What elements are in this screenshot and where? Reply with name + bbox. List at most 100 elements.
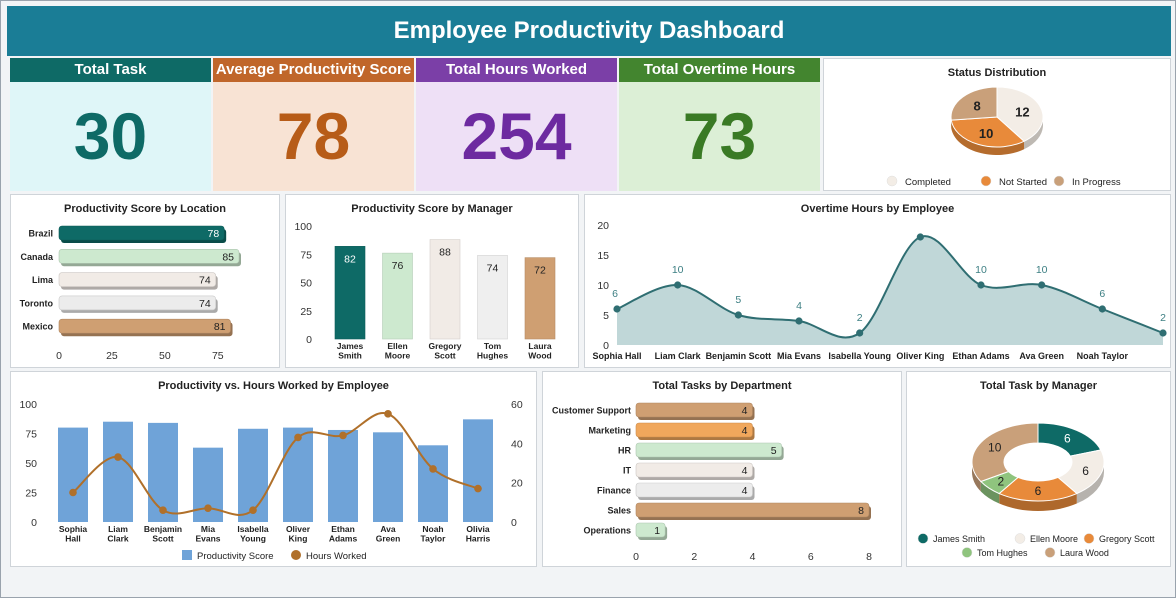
x-tick-label: Ethan Adams <box>952 351 1009 361</box>
pie-slice-side <box>951 120 1025 155</box>
bar <box>635 462 753 478</box>
x-tick-label: Tom <box>484 341 502 351</box>
pie-data-label: 8 <box>974 98 981 113</box>
data-point <box>339 431 347 440</box>
location-chart: 0 25 50 75 Brazil 78 Canada 85 Lima 74 Toronto 74 Me… <box>20 225 241 362</box>
data-point <box>474 484 482 493</box>
x-tick-label: 0 <box>56 350 62 362</box>
legend-label: Not Started <box>999 177 1047 188</box>
y2-tick-label: 0 <box>511 517 517 529</box>
x-tick-label: Oliver King <box>896 351 944 361</box>
data-point <box>734 311 742 319</box>
bar-data-label: 8 <box>858 505 864 517</box>
x-tick-label: 50 <box>159 350 171 362</box>
donut-slice-side <box>980 481 1000 504</box>
status-distribution-chart: 12 10 8 Completed Not Started In Progress <box>886 86 1121 188</box>
kpi-label: Average Productivity Score <box>213 58 414 82</box>
bar-data-label: 82 <box>344 253 356 265</box>
y-tick-label: 10 <box>597 280 609 292</box>
chart-title: Status Distribution <box>947 67 1047 79</box>
combo-panel: Productivity vs. Hours Worked by Employe… <box>10 371 537 567</box>
bar <box>524 257 556 340</box>
bar <box>635 522 666 538</box>
x-tick-label: Liam <box>108 524 128 534</box>
x-tick-label: Hall <box>65 534 81 544</box>
legend-label: Completed <box>905 177 951 188</box>
overtime-panel: Overtime Hours by Employee 0 5 10 15 20 6 10 5 4… <box>584 194 1171 368</box>
x-tick-label: Noah Taylor <box>1077 351 1129 361</box>
y-tick-label: 20 <box>597 220 609 232</box>
x-tick-label: Sophia <box>59 524 88 534</box>
legend-marker <box>1014 533 1026 544</box>
manager-tasks-chart: 6 6 6 2 10 James Smith Ellen Moore Gregory Scot… <box>917 422 1155 558</box>
x-tick-label: 2 <box>691 551 697 563</box>
x-tick-label: 25 <box>106 350 118 362</box>
chart-title: Productivity vs. Hours Worked by Employe… <box>158 380 389 392</box>
x-tick-label: King <box>289 534 308 544</box>
x-tick-label: Green <box>376 534 401 544</box>
donut-slice-side <box>999 493 1077 511</box>
x-tick-label: Adams <box>329 534 358 544</box>
series-line <box>72 412 479 516</box>
bar <box>334 246 366 340</box>
x-tick-label: Benjamin Scott <box>706 351 772 361</box>
x-tick-label: Moore <box>385 351 411 361</box>
bar <box>283 427 313 522</box>
kpi-value: 73 <box>619 82 820 191</box>
x-tick-label: Laura <box>528 341 551 351</box>
legend-marker <box>1083 533 1095 544</box>
data-point <box>674 281 682 289</box>
kpi-value: 30 <box>10 82 211 191</box>
kpi-label: Total Overtime Hours <box>619 58 820 82</box>
bar <box>373 432 403 522</box>
x-tick-label: 75 <box>212 350 224 362</box>
series-line <box>616 235 1164 339</box>
legend-label: James Smith <box>933 534 985 544</box>
y-tick-label: 0 <box>306 334 312 346</box>
bar <box>635 482 753 498</box>
area-fill <box>617 236 1163 345</box>
point-data-label: 4 <box>796 300 802 312</box>
department-panel: Total Tasks by Department 0 2 4 6 8 Customer … <box>542 371 902 567</box>
pie-data-label: 10 <box>979 126 993 141</box>
x-tick-label: Gregory <box>428 341 461 351</box>
y-tick-label: 0 <box>31 517 37 529</box>
legend-label: In Progress <box>1072 177 1121 188</box>
x-tick-label: Mia Evans <box>777 351 821 361</box>
bar-data-label: 88 <box>439 247 451 259</box>
category-label: Finance <box>597 486 631 496</box>
x-tick-label: Wood <box>528 351 551 361</box>
donut-data-label: 6 <box>1064 432 1071 446</box>
legend-label: Hours Worked <box>306 551 367 562</box>
data-point <box>159 506 167 514</box>
kpi-total-hours-worked: Total Hours Worked 254 <box>416 58 617 191</box>
pie-slice-side <box>1024 117 1043 150</box>
donut-data-label: 10 <box>988 441 1002 455</box>
category-label: HR <box>618 446 631 456</box>
legend-marker <box>1053 175 1065 187</box>
bar <box>635 422 753 438</box>
x-tick-label: Olivia <box>466 524 489 534</box>
bar-data-label: 81 <box>214 321 226 333</box>
bar-data-label: 74 <box>199 275 211 287</box>
bar-data-label: 5 <box>771 445 777 457</box>
bar <box>635 502 870 518</box>
kpi-label: Total Hours Worked <box>416 58 617 82</box>
legend-label: Ellen Moore <box>1030 534 1078 544</box>
category-label: Canada <box>20 252 54 262</box>
legend-marker <box>182 550 192 560</box>
data-point <box>204 504 212 513</box>
data-point <box>384 410 392 418</box>
bar-data-label: 74 <box>487 262 499 274</box>
status-distribution-panel: Status Distribution 12 10 8 Completed Not St… <box>823 58 1171 191</box>
bar-data-label: 85 <box>222 251 234 263</box>
category-label: Sales <box>607 506 631 516</box>
data-point <box>613 305 621 313</box>
bar <box>382 252 413 340</box>
legend-marker <box>980 175 992 187</box>
x-tick-label: Isabella Young <box>828 351 891 361</box>
bar-data-label: 1 <box>654 525 660 537</box>
